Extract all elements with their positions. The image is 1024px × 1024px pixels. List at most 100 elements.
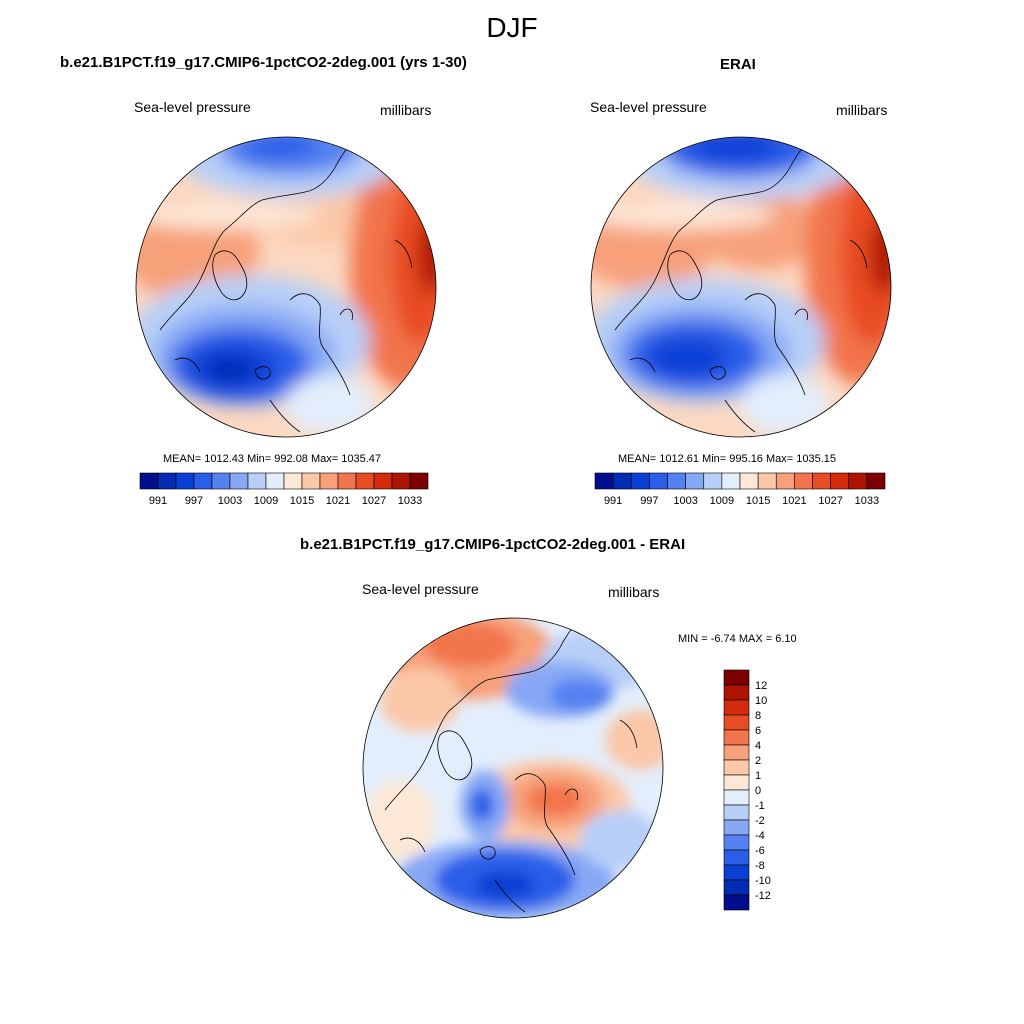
colorbar-model-swatch [391,472,411,490]
panel-model-units-label: millibars [380,102,432,118]
colorbar-obs-tick-label: 1003 [673,495,697,507]
colorbar-model-swatch [355,472,375,490]
colorbar-diff-swatch [723,744,750,761]
colorbar-diff-tick-label: 10 [755,695,767,707]
panel-model-title: b.e21.B1PCT.f19_g17.CMIP6-1pctCO2-2deg.0… [60,54,467,71]
colorbar-diff-tick-label: 2 [755,755,761,767]
colorbar-obs: 991 997 1003 1009 1015 1021 1027 1033 [594,472,886,507]
panel-obs-stats: MEAN= 1012.61 Min= 995.16 Max= 1035.15 [618,453,837,465]
colorbar-diff-swatch [723,804,750,821]
colorbar-model-swatch [409,472,429,490]
map-obs-outline [590,136,892,438]
colorbar-diff-tick-label: 4 [755,740,761,752]
colorbar-obs-swatch [866,472,886,490]
colorbar-diff-swatch [723,819,750,836]
panel-diff-variable-label: Sea-level pressure [362,581,479,597]
colorbar-diff-tick-label: 6 [755,725,761,737]
colorbar-diff-tick-label: -6 [755,845,765,857]
map-model-outline [135,136,437,438]
map-model-coastlines [159,143,413,433]
colorbar-obs-swatch [630,472,650,490]
map-diff-outline [362,617,664,919]
colorbar-model-swatch [139,472,159,490]
colorbar-obs-tick-label: 1015 [746,495,770,507]
colorbar-model-swatch [337,472,357,490]
colorbar-model-swatch [265,472,285,490]
colorbar-model-swatch [247,472,267,490]
colorbar-obs-swatch [794,472,813,490]
colorbar-model: 991 997 1003 1009 1015 1021 1027 1033 [139,472,429,507]
colorbar-diff-tick-label: -1 [755,800,765,812]
colorbar-model-swatch [157,472,177,490]
panel-obs-variable-label: Sea-level pressure [590,99,707,115]
colorbar-obs-swatch [848,472,868,490]
colorbar-diff-swatch [723,789,750,806]
colorbar-diff-tick-label: 0 [755,785,761,797]
colorbar-diff-tick-label: -4 [755,830,765,842]
map-obs [590,136,892,438]
colorbar-diff-swatch [723,834,750,851]
colorbar-diff-tick-label: -10 [755,875,771,887]
colorbar-diff-swatch [723,714,750,731]
colorbar-model-tick-label: 1003 [218,495,242,507]
colorbar-model-tick-label: 991 [149,495,167,507]
panel-obs-title: ERAI [720,56,756,73]
map-model [135,136,437,438]
colorbar-obs-tick-label: 991 [604,495,622,507]
colorbar-model-tick-label: 1021 [326,495,350,507]
colorbar-model-swatch [211,472,231,490]
colorbar-diff-tick-label: -12 [755,890,771,902]
colorbar-model-swatch [283,472,303,490]
colorbar-diff-swatch [723,849,750,866]
colorbar-model-swatch [301,472,321,490]
panel-obs-units-label: millibars [836,102,888,118]
colorbar-obs-swatch [830,472,850,490]
colorbar-diff-swatch [723,759,750,776]
colorbar-model-swatch [175,472,195,490]
panel-diff-stats: MIN = -6.74 MAX = 6.10 [678,633,797,645]
colorbar-obs-swatch [703,472,723,490]
colorbar-obs-tick-label: 1021 [782,495,806,507]
colorbar-obs-tick-label: 1027 [818,495,842,507]
colorbar-diff-tick-label: 1 [755,770,761,782]
colorbar-diff-swatch [723,669,750,686]
colorbar-obs-tick-label: 1033 [855,495,879,507]
colorbar-model-tick-label: 997 [185,495,203,507]
figure-title: DJF [486,12,538,43]
panel-model-stats: MEAN= 1012.43 Min= 992.08 Max= 1035.47 [163,453,382,465]
colorbar-obs-swatch [649,472,668,490]
colorbar-diff-swatch [723,879,750,896]
colorbar-diff-swatch [723,699,750,716]
colorbar-diff-swatch [723,864,750,881]
colorbar-obs-swatch [757,472,777,490]
colorbar-obs-swatch [667,472,686,490]
panel-diff-units-label: millibars [608,584,660,600]
colorbar-obs-swatch [812,472,831,490]
colorbar-obs-tick-label: 997 [640,495,658,507]
colorbar-model-swatch [193,472,213,490]
colorbar-diff-swatch [723,774,750,791]
colorbar-model-tick-label: 1009 [254,495,278,507]
colorbar-obs-swatch [721,472,741,490]
panel-model-variable-label: Sea-level pressure [134,99,251,115]
colorbar-model-swatch [373,472,393,490]
colorbar-obs-swatch [612,472,632,490]
map-diff [362,617,664,919]
colorbar-model-tick-label: 1033 [398,495,422,507]
colorbar-model-tick-label: 1015 [290,495,314,507]
colorbar-obs-swatch [739,472,759,490]
colorbar-diff-swatch [723,684,750,701]
map-diff-coastlines [384,623,638,913]
colorbar-diff-swatch [723,729,750,746]
colorbar-diff-swatch [723,894,750,911]
colorbar-diff-tick-label: -8 [755,860,765,872]
colorbar-obs-swatch [685,472,705,490]
colorbar-obs-swatch [594,472,614,490]
colorbar-model-tick-label: 1027 [362,495,386,507]
panel-diff-title: b.e21.B1PCT.f19_g17.CMIP6-1pctCO2-2deg.0… [300,536,686,553]
colorbar-obs-swatch [775,472,795,490]
colorbar-diff-tick-label: 8 [755,710,761,722]
colorbar-model-swatch [229,472,249,490]
colorbar-diff-tick-label: -2 [755,815,765,827]
